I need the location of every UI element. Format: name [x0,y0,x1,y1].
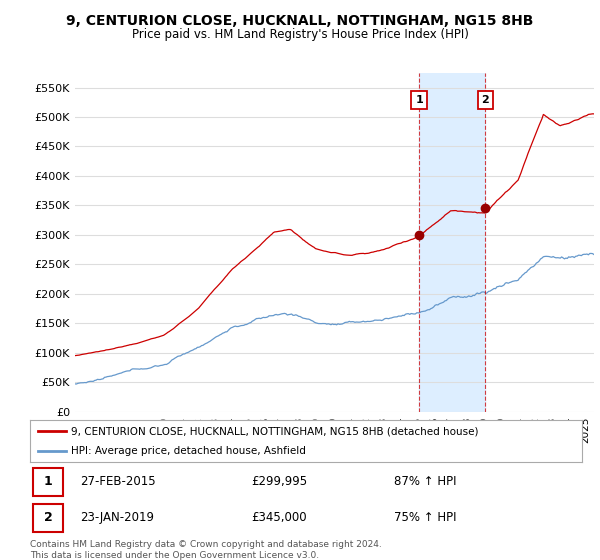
Text: 27-FEB-2015: 27-FEB-2015 [80,475,155,488]
Bar [419,73,485,412]
Text: HPI: Average price, detached house, Ashfield: HPI: Average price, detached house, Ashf… [71,446,306,456]
Text: 2: 2 [44,511,52,524]
Text: 9, CENTURION CLOSE, HUCKNALL, NOTTINGHAM, NG15 8HB (detached house): 9, CENTURION CLOSE, HUCKNALL, NOTTINGHAM… [71,426,479,436]
Text: 1: 1 [44,475,52,488]
Text: £299,995: £299,995 [251,475,307,488]
Text: Contains HM Land Registry data © Crown copyright and database right 2024.
This d: Contains HM Land Registry data © Crown c… [30,540,382,560]
Text: 2: 2 [481,95,489,105]
Text: 9, CENTURION CLOSE, HUCKNALL, NOTTINGHAM, NG15 8HB: 9, CENTURION CLOSE, HUCKNALL, NOTTINGHAM… [67,14,533,28]
Text: 75% ↑ HPI: 75% ↑ HPI [394,511,457,524]
FancyBboxPatch shape [33,503,63,532]
FancyBboxPatch shape [33,468,63,496]
Text: Price paid vs. HM Land Registry's House Price Index (HPI): Price paid vs. HM Land Registry's House … [131,28,469,41]
Text: 87% ↑ HPI: 87% ↑ HPI [394,475,457,488]
Text: 23-JAN-2019: 23-JAN-2019 [80,511,154,524]
Text: 1: 1 [415,95,423,105]
Text: £345,000: £345,000 [251,511,307,524]
